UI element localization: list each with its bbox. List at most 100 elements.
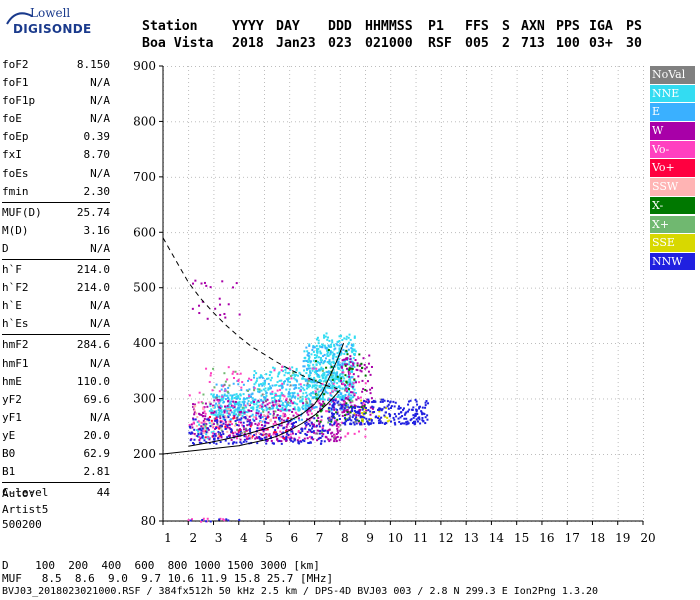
data-point — [210, 393, 213, 396]
grid-dot — [635, 287, 636, 289]
grid-dot — [617, 206, 619, 207]
grid-dot — [207, 343, 208, 344]
grid-dot — [487, 343, 488, 344]
data-point — [265, 436, 268, 439]
data-point — [327, 370, 330, 373]
data-point — [227, 405, 230, 408]
data-point — [333, 379, 336, 382]
data-point — [340, 350, 343, 353]
grid-dot — [455, 121, 456, 123]
data-point — [281, 402, 284, 405]
grid-dot — [238, 306, 240, 307]
grid-dot — [311, 232, 312, 234]
grid-dot — [199, 343, 200, 344]
grid-dot — [387, 176, 388, 178]
grid-dot — [390, 66, 392, 67]
data-point — [332, 400, 335, 403]
data-point — [338, 439, 341, 442]
grid-dot — [213, 118, 215, 119]
grid-dot — [243, 454, 244, 455]
grid-dot — [264, 70, 265, 71]
grid-dot — [440, 290, 442, 291]
grid-dot — [479, 121, 480, 123]
grid-dot — [415, 338, 417, 339]
data-point — [262, 400, 265, 403]
grid-dot — [507, 343, 508, 344]
grid-dot — [289, 154, 291, 155]
grid-dot — [390, 410, 392, 411]
data-point — [333, 343, 336, 346]
grid-dot — [571, 454, 572, 455]
grid-dot — [623, 287, 624, 289]
data-point — [289, 401, 292, 404]
data-point — [313, 423, 316, 426]
grid-dot — [466, 446, 467, 447]
grid-dot — [541, 482, 543, 483]
grid-dot — [643, 414, 644, 415]
grid-dot — [617, 86, 619, 87]
grid-dot — [365, 194, 366, 195]
grid-dot — [617, 350, 619, 351]
data-point — [295, 373, 298, 376]
grid-dot — [213, 310, 215, 311]
grid-dot — [511, 121, 512, 123]
grid-dot — [541, 74, 543, 75]
grid-dot — [592, 514, 594, 515]
grid-dot — [541, 218, 543, 219]
grid-dot — [365, 78, 366, 79]
grid-dot — [643, 234, 644, 235]
data-point — [332, 368, 335, 371]
grid-dot — [466, 398, 467, 399]
grid-dot — [466, 194, 467, 195]
grid-dot — [314, 70, 316, 71]
grid-dot — [259, 454, 260, 455]
data-point — [298, 383, 301, 386]
grid-dot — [491, 190, 493, 191]
grid-dot — [339, 114, 341, 115]
grid-dot — [617, 114, 619, 115]
grid-dot — [491, 94, 493, 95]
grid-dot — [592, 434, 594, 435]
data-point — [304, 356, 307, 359]
grid-dot — [188, 510, 190, 511]
grid-dot — [479, 343, 480, 344]
data-point — [233, 404, 236, 407]
grid-dot — [390, 150, 392, 151]
grid-dot — [617, 458, 619, 459]
grid-dot — [289, 182, 291, 183]
grid-dot — [617, 262, 619, 263]
grid-dot — [314, 66, 316, 67]
grid-dot — [291, 66, 292, 67]
grid-dot — [390, 230, 392, 231]
data-point — [251, 392, 254, 395]
grid-dot — [643, 358, 644, 359]
grid-dot — [466, 490, 467, 491]
data-point — [256, 424, 259, 427]
grid-dot — [516, 366, 518, 367]
grid-dot — [271, 287, 272, 289]
data-point — [297, 408, 300, 411]
grid-dot — [207, 176, 208, 178]
grid-dot — [541, 174, 543, 175]
data-point — [208, 410, 211, 413]
grid-dot — [213, 106, 215, 107]
grid-dot — [466, 66, 467, 67]
grid-dot — [264, 478, 265, 479]
data-point — [277, 409, 280, 412]
grid-dot — [371, 454, 372, 455]
grid-dot — [516, 510, 518, 511]
data-point — [347, 381, 350, 384]
grid-dot — [415, 418, 417, 419]
grid-dot — [289, 126, 291, 127]
grid-dot — [516, 290, 518, 291]
grid-dot — [543, 176, 544, 178]
grid-dot — [264, 150, 265, 151]
grid-dot — [592, 182, 594, 183]
grid-dot — [314, 286, 316, 287]
grid-dot — [289, 466, 291, 467]
grid-dot — [314, 478, 316, 479]
data-point — [305, 367, 308, 370]
data-point — [231, 406, 234, 409]
grid-dot — [491, 458, 493, 459]
grid-dot — [567, 258, 569, 259]
